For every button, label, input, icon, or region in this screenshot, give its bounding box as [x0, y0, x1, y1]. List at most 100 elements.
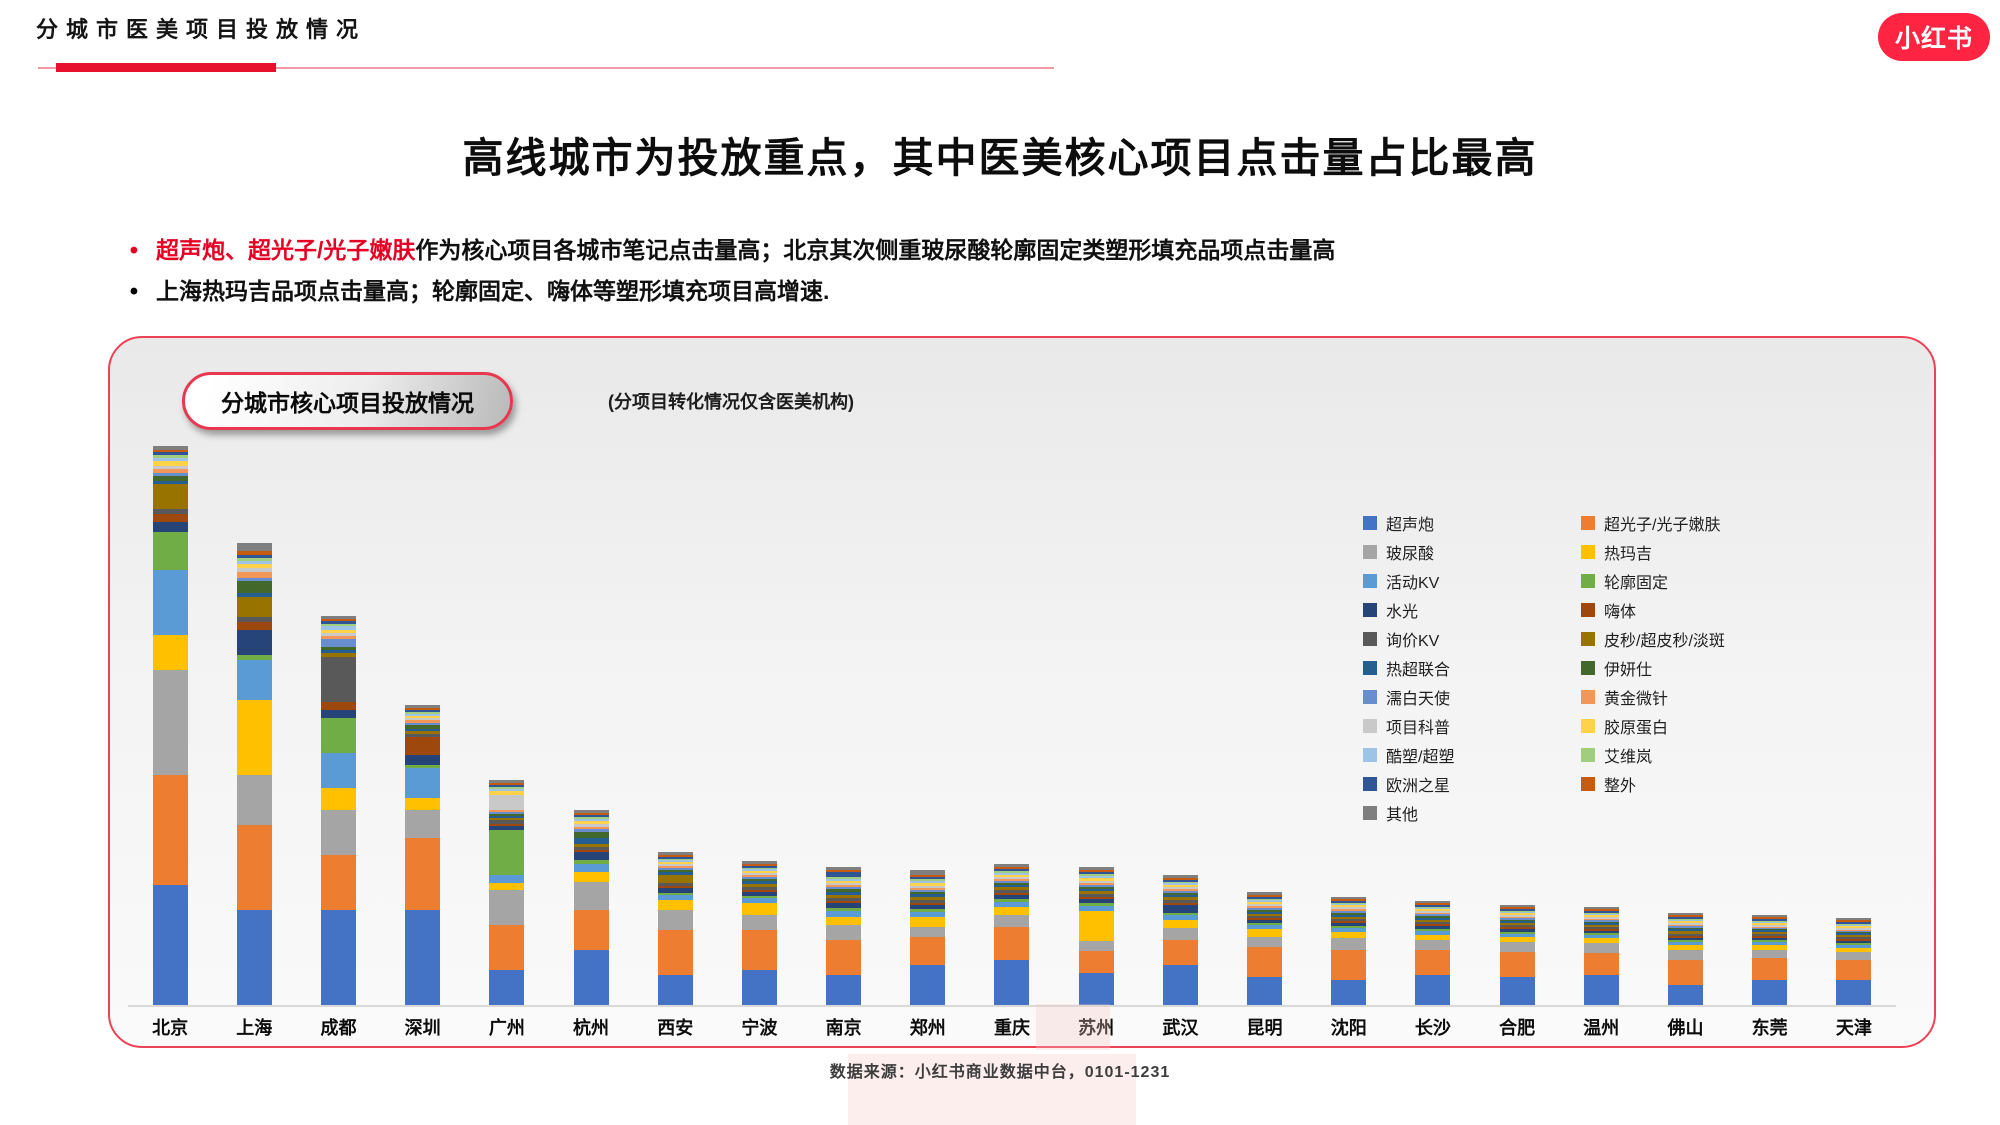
bar-segment — [1078, 872, 1114, 874]
bar-segment — [994, 864, 1030, 867]
bar-segment — [826, 883, 862, 885]
bar-segment — [1247, 902, 1283, 904]
bar-segment — [741, 970, 777, 1005]
bar-segment — [994, 960, 1030, 1005]
bar-segment — [1836, 918, 1872, 920]
bar-segment — [741, 884, 777, 887]
bar-segment — [826, 872, 862, 877]
bar-segment — [910, 870, 946, 875]
bar-segment — [489, 820, 525, 824]
bar-segment — [1247, 914, 1283, 916]
bar-segment — [1078, 903, 1114, 906]
stacked-bar — [910, 870, 946, 1005]
bar-segment — [1667, 917, 1703, 919]
bar-segment — [910, 909, 946, 912]
bar-segment — [1078, 885, 1114, 887]
x-axis-label: 合肥 — [1499, 1018, 1536, 1038]
legend-item: 欧洲之星 — [1363, 769, 1581, 798]
bar-segment — [1247, 916, 1283, 918]
bar-segment — [152, 484, 188, 509]
x-axis-label: 重庆 — [993, 1018, 1030, 1038]
bar-segment — [1162, 897, 1198, 900]
bar-segment — [910, 886, 946, 888]
bar-segment — [741, 866, 777, 868]
bar-segment — [1162, 928, 1198, 940]
bar-segment — [573, 824, 609, 827]
bar-segment — [1247, 897, 1283, 899]
bar-segment — [1752, 945, 1788, 950]
bar-segment — [320, 810, 356, 855]
bar-segment — [826, 903, 862, 908]
bar-segment — [1162, 913, 1198, 915]
bar-segment — [1078, 887, 1114, 889]
bar-segment — [236, 543, 272, 551]
bar-segment — [657, 857, 693, 859]
bar-segment — [573, 850, 609, 852]
bar-segment — [236, 825, 272, 910]
bar-segment — [826, 917, 862, 925]
bar-segment — [1667, 928, 1703, 929]
bar-segment — [1499, 912, 1535, 913]
bar-column — [802, 867, 886, 1005]
bar-segment — [320, 910, 356, 1005]
bar-segment — [1499, 929, 1535, 932]
bar-segment — [910, 894, 946, 897]
bar-segment — [1836, 932, 1872, 933]
bar-segment — [1331, 901, 1367, 903]
bar-segment — [1583, 909, 1619, 911]
x-axis-label: 温州 — [1583, 1018, 1620, 1038]
legend-label: 轮廓固定 — [1604, 574, 1669, 592]
stacked-bar — [320, 616, 356, 1005]
bar-segment — [1247, 908, 1283, 910]
bar-segment — [1078, 876, 1114, 878]
bar-segment — [741, 898, 777, 903]
bar-segment — [1162, 920, 1198, 928]
bar-segment — [489, 826, 525, 830]
bar-segment — [910, 965, 946, 1005]
bar-segment — [910, 927, 946, 937]
bar-segment — [320, 702, 356, 710]
bar-segment — [489, 970, 525, 1005]
bar-segment — [1836, 922, 1872, 924]
bar-segment — [1836, 952, 1872, 960]
legend-column-right: 超光子/光子嫩肤 热玛吉 轮廓固定 嗨体 皮秒/超皮秒/淡斑 伊妍仕 黄金微针 胶原蛋白 艾维岚… — [1581, 508, 1831, 827]
bar-segment — [236, 597, 272, 617]
bar-segment — [1162, 883, 1198, 885]
bar-segment — [573, 838, 609, 844]
legend-item: 玻尿酸 — [1363, 537, 1581, 566]
bar-segment — [1331, 926, 1367, 928]
bar-segment — [320, 633, 356, 636]
bar-segment — [910, 897, 946, 900]
bar-segment — [1331, 903, 1367, 904]
bar-segment — [1415, 903, 1451, 905]
stacked-bar — [994, 864, 1030, 1005]
bar-segment — [1162, 889, 1198, 891]
bar-column — [381, 705, 465, 1005]
bar-segment — [1078, 891, 1114, 894]
bar-segment — [1162, 940, 1198, 965]
bar-segment — [741, 873, 777, 875]
bar-segment — [152, 466, 188, 469]
x-axis-label: 昆明 — [1246, 1018, 1283, 1038]
bar-segment — [994, 881, 1030, 883]
legend-item: 整外 — [1581, 769, 1831, 798]
bar-segment — [489, 814, 525, 816]
bar-segment — [1752, 930, 1788, 932]
legend-swatch — [1363, 689, 1377, 704]
bar-segment — [1583, 929, 1619, 931]
bar-segment — [1667, 936, 1703, 938]
legend-item: 伊妍仕 — [1581, 653, 1831, 682]
bar-segment — [1415, 924, 1451, 926]
bar-column — [465, 780, 549, 1005]
bullet-item: • 超声炮、超光子/光子嫩肤作为核心项目各城市笔记点击量高；北京其次侧重玻尿酸轮… — [112, 230, 1336, 271]
bar-segment — [1499, 913, 1535, 915]
x-axis-label: 东莞 — [1751, 1018, 1788, 1038]
bar-segment — [1583, 914, 1619, 915]
bar-segment — [1415, 929, 1451, 931]
stacked-bar — [826, 867, 862, 1005]
bar-column — [1138, 875, 1222, 1005]
bar-segment — [1331, 938, 1367, 950]
bar-segment — [826, 908, 862, 911]
x-axis-label: 杭州 — [573, 1018, 610, 1038]
bar-segment — [152, 570, 188, 635]
